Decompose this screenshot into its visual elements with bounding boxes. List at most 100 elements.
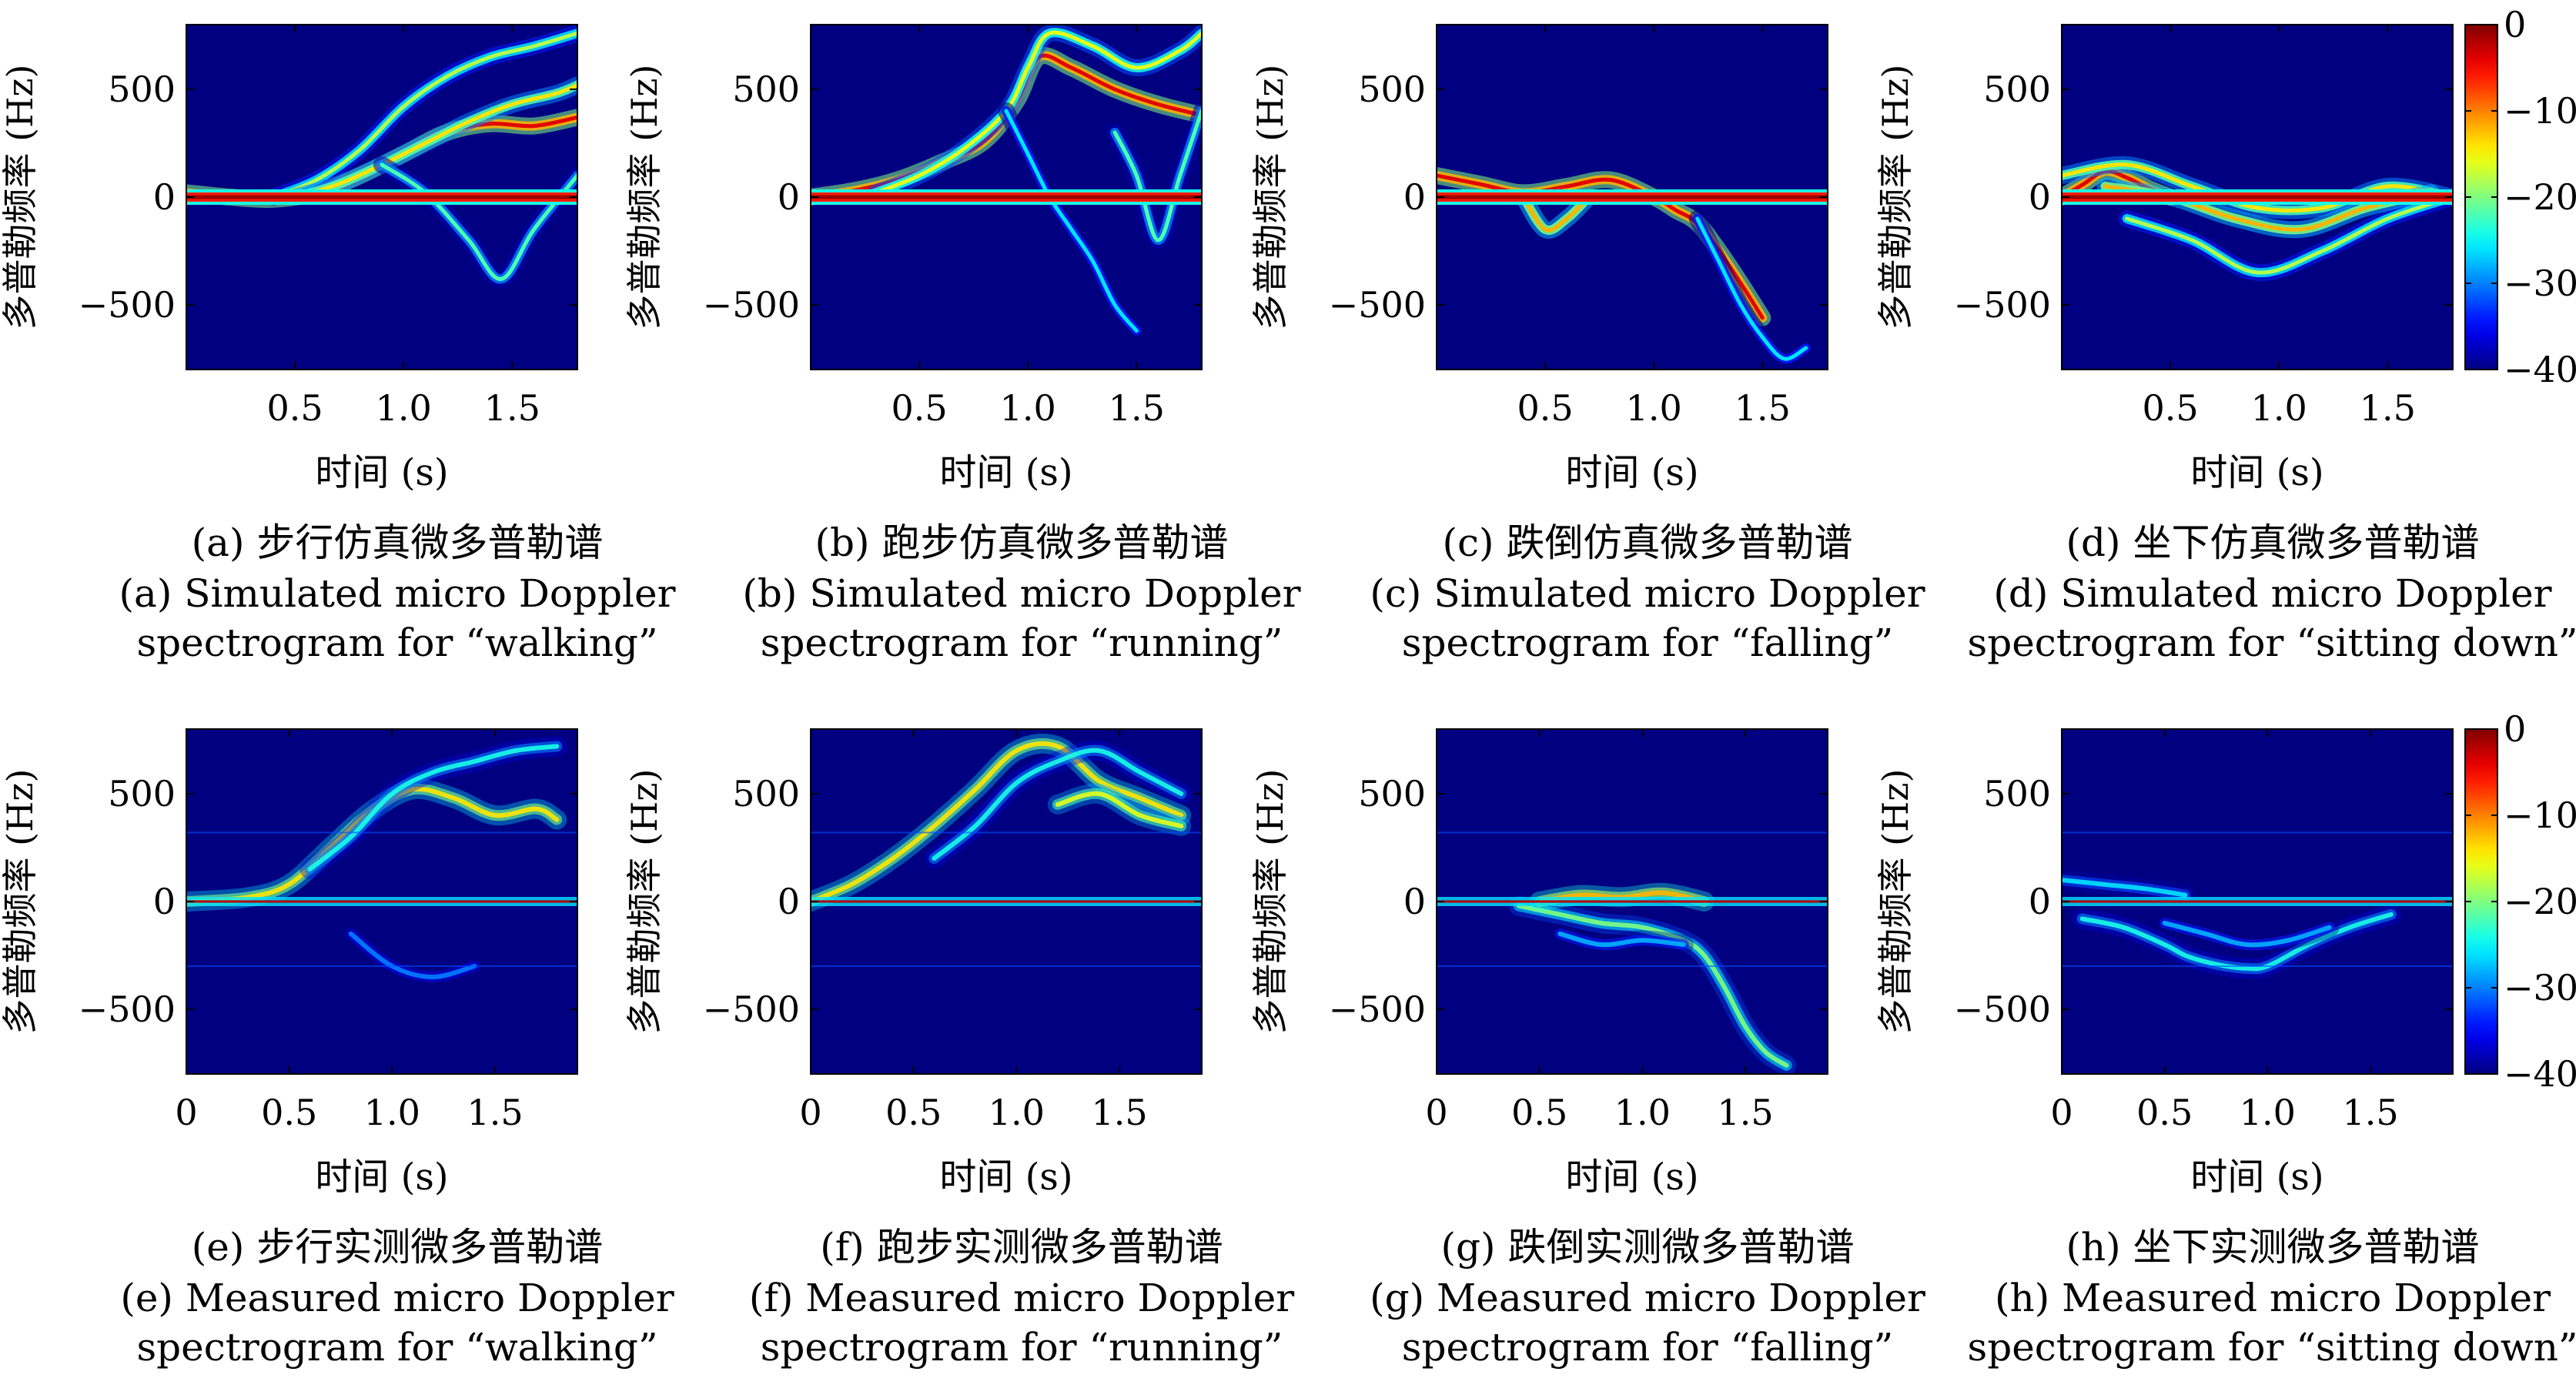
xtick-label-h-3: 1.5 <box>2342 1092 2398 1133</box>
colorbar-label-0-1: −10 <box>2504 90 2576 132</box>
panel-c: 500 0 −500 0.5 1.0 1.5 时间 (s) 多普勒频率 (Hz) (c) 跌倒仿… <box>1250 24 1925 665</box>
panel-d: 500 0 −500 0.5 1.0 1.5 时间 (s) 多普勒频率 (Hz) (d) 坐下仿… <box>1875 24 2576 665</box>
caption-e-line-2: spectrogram for “walking” <box>136 1325 657 1370</box>
y-axis-label-g: 多普勒频率 (Hz) <box>1250 769 1291 1035</box>
y-axis-label-b: 多普勒频率 (Hz) <box>624 65 665 330</box>
xtick-label-b-2: 1.5 <box>1109 387 1165 429</box>
spectrogram-b <box>811 25 1202 340</box>
ridge-a-2-layer-2 <box>293 82 577 199</box>
y-axis-label-d: 多普勒频率 (Hz) <box>1875 65 1916 330</box>
x-axis-label-b: 时间 (s) <box>939 451 1072 494</box>
xtick-label-b-0: 0.5 <box>892 387 948 429</box>
spectrogram-c <box>1437 167 1828 368</box>
caption-f-line-1: (f) Measured micro Doppler <box>749 1276 1294 1320</box>
clutter-line-f-1 <box>811 965 1202 967</box>
caption-e-line-1: (e) Measured micro Doppler <box>120 1276 674 1320</box>
ytick-label-f-1: 0 <box>778 881 800 922</box>
xtick-label-h-0: 0 <box>2050 1092 2073 1133</box>
spectrogram-panels: 500 0 −500 0.5 1.0 1.5 时间 (s) 多普勒频率 (Hz) (a) 步行仿… <box>0 24 2576 1370</box>
colorbar-label-0-2: −20 <box>2504 176 2576 218</box>
ytick-label-a-2: −500 <box>79 284 176 326</box>
colorbar-label-1-4: −40 <box>2504 1053 2576 1095</box>
ridge-b-1-layer-2 <box>874 30 1202 195</box>
ridge-b-2-layer-2 <box>1004 109 1139 333</box>
ridge-f-2-layer-2 <box>1055 791 1184 828</box>
ytick-label-h-0: 500 <box>1983 773 2051 815</box>
panel-h: 500 0 −500 0 0.5 1.0 1.5 时间 (s) 多普勒频率 (Hz) (h) 坐下… <box>1875 728 2576 1370</box>
ytick-label-a-1: 0 <box>153 176 176 218</box>
caption-b-line-2: spectrogram for “running” <box>761 621 1283 665</box>
xtick-label-f-1: 0.5 <box>885 1092 942 1133</box>
clutter-line-h-0 <box>2062 831 2453 834</box>
ytick-label-c-1: 0 <box>1403 176 1426 218</box>
panel-g: 500 0 −500 0 0.5 1.0 1.5 时间 (s) 多普勒频率 (Hz) (g) 跌倒… <box>1250 728 1925 1370</box>
colorbar-label-1-0: 0 <box>2504 708 2526 750</box>
caption-f-line-0: (f) 跑步实测微多普勒谱 <box>820 1225 1223 1270</box>
caption-g-line-0: (g) 跌倒实测微多普勒谱 <box>1441 1225 1855 1270</box>
caption-h-line-2: spectrogram for “sitting down” <box>1968 1325 2576 1370</box>
ridge-f-1-layer-2 <box>932 748 1184 861</box>
clutter-line-e-1 <box>186 965 577 967</box>
ridge-e-2-layer-2 <box>348 932 477 979</box>
ridge-a-1-layer-2 <box>271 31 577 199</box>
xtick-label-g-1: 0.5 <box>1511 1092 1567 1133</box>
ridge-c-2-layer-2 <box>1695 216 1808 361</box>
panel-a: 500 0 −500 0.5 1.0 1.5 时间 (s) 多普勒频率 (Hz) (a) 步行仿… <box>0 24 676 665</box>
caption-d-line-0: (d) 坐下仿真微多普勒谱 <box>2066 520 2480 565</box>
ytick-label-a-0: 500 <box>108 69 176 110</box>
y-axis-label-a: 多普勒频率 (Hz) <box>0 65 41 330</box>
ytick-label-f-0: 500 <box>732 773 800 815</box>
panel-e: 500 0 −500 0 0.5 1.0 1.5 时间 (s) 多普勒频率 (Hz) (e) 步行… <box>0 728 674 1370</box>
xtick-label-a-2: 1.5 <box>484 387 540 429</box>
ytick-label-e-1: 0 <box>153 881 176 922</box>
y-axis-label-f: 多普勒频率 (Hz) <box>624 769 665 1035</box>
caption-f-line-2: spectrogram for “running” <box>761 1325 1283 1370</box>
xtick-label-c-0: 0.5 <box>1517 387 1574 429</box>
clutter-line-f-0 <box>811 831 1202 834</box>
ridge-h-1-layer-2 <box>2062 878 2188 898</box>
ytick-label-g-2: −500 <box>1329 989 1426 1030</box>
caption-d-line-2: spectrogram for “sitting down” <box>1968 621 2576 665</box>
caption-c-line-1: (c) Simulated micro Doppler <box>1370 571 1925 616</box>
ridge-g-2-layer-2 <box>1557 932 1686 948</box>
ytick-label-e-0: 500 <box>108 773 176 815</box>
ytick-label-h-1: 0 <box>2029 881 2051 922</box>
xtick-label-g-2: 1.0 <box>1614 1092 1671 1133</box>
zero-line-b <box>811 195 1202 199</box>
ytick-label-b-0: 500 <box>732 69 800 110</box>
caption-e-line-0: (e) 步行实测微多普勒谱 <box>192 1225 604 1270</box>
zero-line-h <box>2062 900 2453 903</box>
y-axis-label-c: 多普勒频率 (Hz) <box>1250 65 1291 330</box>
clutter-line-g-0 <box>1437 831 1828 834</box>
x-axis-label-f: 时间 (s) <box>939 1156 1072 1199</box>
xtick-label-d-2: 1.5 <box>2360 387 2416 429</box>
caption-d-line-1: (d) Simulated micro Doppler <box>1993 571 2551 616</box>
ridge-g-0-layer-2 <box>1516 903 1789 1068</box>
ridge-c-1-layer-2 <box>1521 195 1591 233</box>
colorbar-label-1-3: −30 <box>2504 967 2576 1009</box>
xtick-label-c-1: 1.0 <box>1626 387 1682 429</box>
xtick-label-f-3: 1.5 <box>1091 1092 1147 1133</box>
xtick-label-e-3: 1.5 <box>467 1092 523 1133</box>
ytick-label-f-2: −500 <box>703 989 800 1030</box>
x-axis-label-d: 时间 (s) <box>2190 451 2323 494</box>
clutter-line-e-0 <box>186 831 577 834</box>
colorbar-label-0-3: −30 <box>2504 263 2576 304</box>
caption-c-line-2: spectrogram for “falling” <box>1402 621 1893 665</box>
caption-g-line-2: spectrogram for “falling” <box>1402 1325 1893 1370</box>
caption-a-line-1: (a) Simulated micro Doppler <box>119 571 676 616</box>
colorbar-label-0-4: −40 <box>2504 349 2576 390</box>
x-axis-label-c: 时间 (s) <box>1565 451 1698 494</box>
ridge-f-0-layer-2 <box>811 741 1184 904</box>
ytick-label-g-0: 500 <box>1358 773 1426 815</box>
colorbars: 0 −10 −20 −30 −40 0 −10 −20 −30 −40 <box>2464 4 2576 1095</box>
x-axis-label-h: 时间 (s) <box>2190 1156 2323 1199</box>
ytick-label-c-2: −500 <box>1329 284 1426 326</box>
colorbar-label-1-2: −20 <box>2504 881 2576 922</box>
zero-line-g <box>1437 900 1828 903</box>
caption-c-line-0: (c) 跌倒仿真微多普勒谱 <box>1443 520 1853 565</box>
xtick-label-e-1: 0.5 <box>261 1092 317 1133</box>
clutter-line-h-1 <box>2062 965 2453 967</box>
zero-line-a <box>186 195 577 199</box>
